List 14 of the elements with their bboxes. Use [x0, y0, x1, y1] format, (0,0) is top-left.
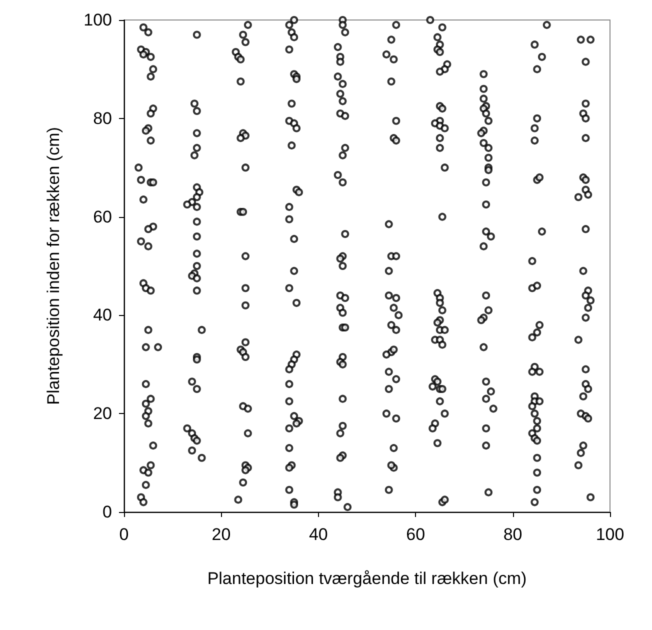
x-axis-title: Planteposition tværgående til rækken (cm): [207, 569, 527, 588]
y-tick-label: 100: [84, 10, 112, 30]
y-tick-label: 80: [93, 108, 112, 128]
y-tick-label: 0: [102, 502, 112, 522]
x-tick-label: 60: [406, 525, 426, 544]
x-tick-label: 100: [596, 525, 624, 544]
x-tick-label: 80: [503, 525, 522, 544]
x-tick-label: 40: [308, 525, 328, 544]
y-tick-label: 20: [93, 404, 112, 424]
y-axis-title: Planteposition inden for rækken (cm): [44, 127, 63, 405]
x-tick-label: 20: [212, 525, 231, 544]
y-tick-label: 40: [93, 306, 112, 325]
x-tick-label: 0: [119, 525, 129, 544]
y-tick-label: 60: [93, 207, 112, 226]
